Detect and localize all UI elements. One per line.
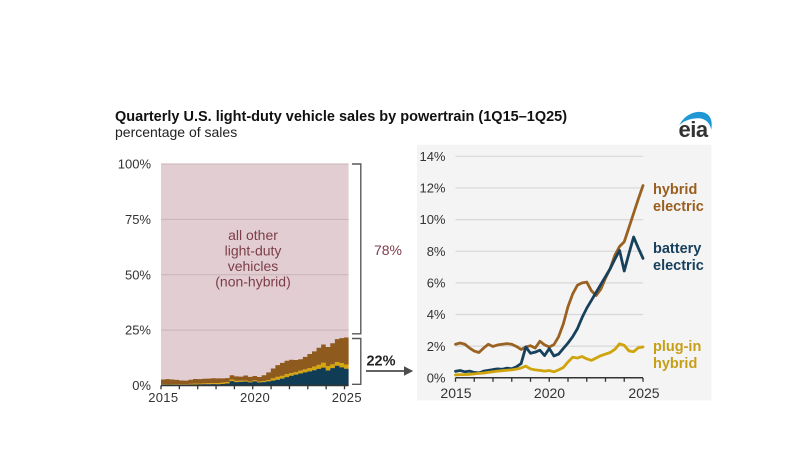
svg-text:25%: 25% <box>125 323 151 338</box>
svg-text:(non-hybrid): (non-hybrid) <box>215 274 290 290</box>
svg-text:22%: 22% <box>366 354 395 370</box>
svg-text:8%: 8% <box>427 244 446 259</box>
svg-text:vehicles: vehicles <box>228 258 279 274</box>
svg-text:6%: 6% <box>427 275 446 290</box>
svg-text:2020: 2020 <box>534 385 565 401</box>
svg-text:electric: electric <box>653 199 704 215</box>
svg-text:2020: 2020 <box>240 390 270 405</box>
svg-text:100%: 100% <box>118 157 152 172</box>
svg-text:2025: 2025 <box>628 385 659 401</box>
svg-text:hybrid: hybrid <box>653 182 697 198</box>
svg-text:10%: 10% <box>419 212 445 227</box>
svg-text:battery: battery <box>653 241 701 257</box>
svg-text:electric: electric <box>653 258 704 274</box>
svg-text:2%: 2% <box>427 339 446 354</box>
svg-text:eia: eia <box>679 117 709 142</box>
svg-text:light-duty: light-duty <box>225 243 282 259</box>
svg-text:78%: 78% <box>374 242 402 258</box>
svg-text:12%: 12% <box>419 181 445 196</box>
svg-text:hybrid: hybrid <box>653 356 697 372</box>
svg-text:4%: 4% <box>427 307 446 322</box>
svg-text:plug-in: plug-in <box>653 339 701 355</box>
svg-text:2015: 2015 <box>148 390 178 405</box>
svg-text:Quarterly U.S. light-duty vehi: Quarterly U.S. light-duty vehicle sales … <box>115 109 567 125</box>
svg-text:0%: 0% <box>427 370 446 385</box>
svg-text:50%: 50% <box>125 267 151 282</box>
svg-text:2015: 2015 <box>440 385 471 401</box>
svg-text:75%: 75% <box>125 212 151 227</box>
svg-text:all other: all other <box>228 227 278 243</box>
svg-text:14%: 14% <box>419 149 445 164</box>
svg-text:percentage of sales: percentage of sales <box>115 124 237 140</box>
svg-text:0%: 0% <box>132 378 151 393</box>
svg-text:2025: 2025 <box>332 390 362 405</box>
